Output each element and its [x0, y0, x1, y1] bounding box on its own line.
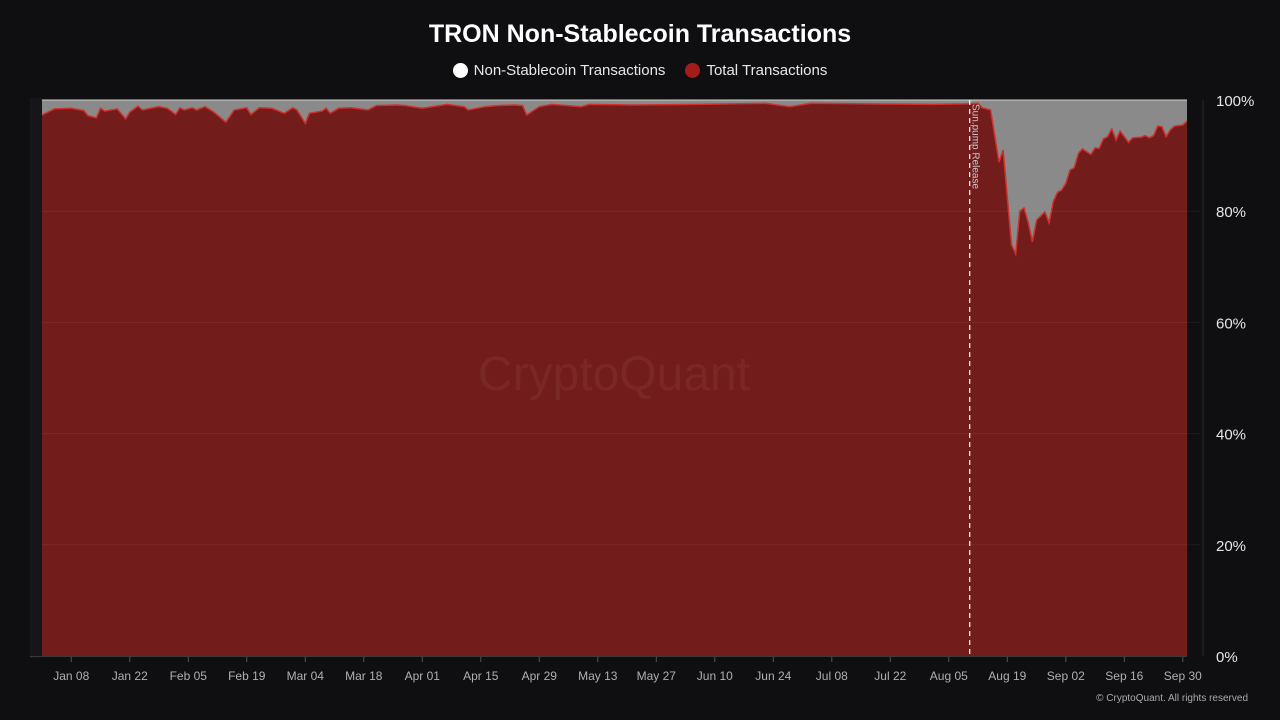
legend-label: Non-Stablecoin Transactions [473, 62, 666, 79]
watermark: CryptoQuant [478, 348, 750, 401]
y-tick-label: 80% [1216, 204, 1246, 221]
x-tick-label: May 27 [637, 669, 677, 683]
x-tick-label: Jul 22 [874, 669, 906, 683]
chart-title: TRON Non-Stablecoin Transactions [428, 20, 852, 48]
x-tick-label: Apr 15 [463, 669, 499, 683]
y-tick-label: 40% [1216, 427, 1246, 444]
annotation-label: Sun.pump Release [970, 104, 981, 189]
x-tick-label: Sep 02 [1047, 669, 1085, 683]
x-tick-label: Mar 18 [345, 669, 383, 683]
x-tick-label: Feb 05 [170, 669, 208, 683]
axis-strip [30, 98, 42, 658]
x-tick-label: Sep 16 [1105, 669, 1143, 683]
legend-item-non-stablecoin[interactable]: Non-Stablecoin Transactions [452, 62, 666, 79]
y-tick-label: 20% [1216, 538, 1246, 555]
legend-label: Total Transactions [706, 62, 828, 79]
legend: Non-Stablecoin Transactions Total Transa… [0, 62, 1280, 79]
legend-dot-icon [452, 63, 468, 78]
x-tick-label: Apr 29 [522, 669, 558, 683]
x-tick-label: Jul 08 [816, 669, 848, 683]
x-tick-label: Jan 08 [53, 669, 89, 683]
x-tick-label: Jun 10 [697, 669, 733, 683]
legend-item-total[interactable]: Total Transactions [685, 62, 827, 79]
series-line [41, 102, 1188, 257]
y-tick-label: 100% [1216, 93, 1254, 110]
x-tick-label: Jun 24 [755, 669, 791, 683]
x-tick-label: Feb 19 [228, 669, 266, 683]
x-tick-label: Sep 30 [1164, 669, 1202, 683]
x-tick-label: Mar 04 [287, 669, 325, 683]
x-tick-label: May 13 [578, 669, 618, 683]
copyright: © CryptoQuant. All rights reserved [1096, 693, 1248, 704]
x-tick-label: Aug 19 [988, 669, 1026, 683]
x-tick-label: Jan 22 [112, 669, 148, 683]
legend-dot-icon [685, 63, 701, 78]
y-tick-label: 60% [1216, 315, 1246, 332]
y-tick-label: 0% [1216, 649, 1238, 666]
x-tick-label: Apr 01 [405, 669, 441, 683]
x-tick-label: Aug 05 [930, 669, 968, 683]
series-area [42, 103, 1187, 657]
